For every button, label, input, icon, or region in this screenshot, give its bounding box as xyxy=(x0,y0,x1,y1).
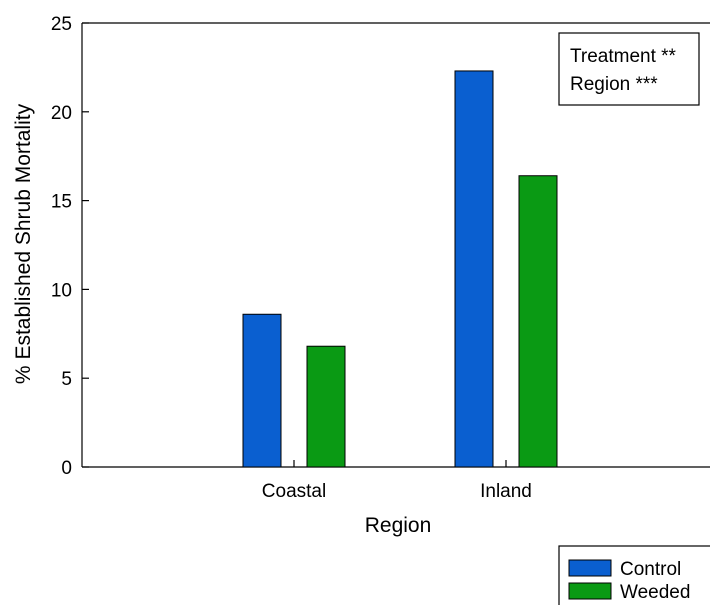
significance-annotation-box: Treatment ** Region *** xyxy=(558,32,700,106)
plot-frame xyxy=(81,22,710,468)
bars-group xyxy=(242,70,558,468)
annotation-treatment: Treatment ** xyxy=(570,46,677,67)
y-tick-label: 20 xyxy=(51,103,72,124)
y-tick-label: 25 xyxy=(51,14,72,35)
legend-swatch-control xyxy=(568,559,612,577)
annotation-region: Region *** xyxy=(570,74,658,95)
y-axis-label: % Established Shrub Mortality xyxy=(12,103,35,384)
bar-weeded-inland xyxy=(518,175,558,468)
legend-label-control: Control xyxy=(620,559,681,580)
y-tick-label: 15 xyxy=(51,192,72,213)
bar-control-coastal xyxy=(242,313,282,468)
y-axis: 0 5 10 15 20 25 xyxy=(51,14,89,479)
legend: Control Weeded xyxy=(558,545,710,605)
x-axis-label: Region xyxy=(365,514,432,537)
y-tick-label: 5 xyxy=(61,369,72,390)
y-tick-label: 0 xyxy=(61,458,72,479)
x-tick-label: Coastal xyxy=(262,481,326,502)
x-axis: Coastal Inland xyxy=(262,460,532,502)
x-tick-label: Inland xyxy=(480,481,532,502)
bar-weeded-coastal xyxy=(306,345,346,468)
bar-control-inland xyxy=(454,70,494,468)
legend-label-weeded: Weeded xyxy=(620,582,690,603)
y-tick-label: 10 xyxy=(51,280,72,301)
legend-swatch-weeded xyxy=(568,582,612,600)
